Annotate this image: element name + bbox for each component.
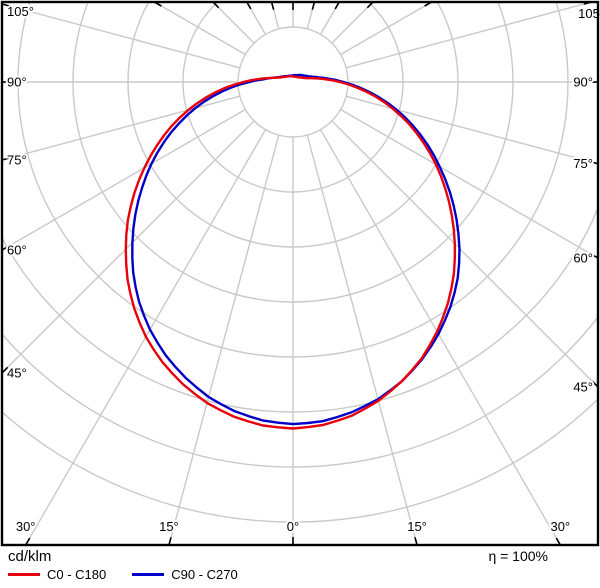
legend-label-c0-c180: C0 - C180 bbox=[47, 567, 107, 582]
svg-text:30°: 30° bbox=[16, 519, 36, 534]
footer-top-row: cd/klm η = 100% bbox=[8, 548, 592, 565]
chart-footer: cd/klm η = 100% C0 - C180 C90 - C270 bbox=[0, 547, 600, 588]
svg-text:105°: 105° bbox=[578, 6, 600, 21]
svg-text:75°: 75° bbox=[573, 156, 593, 171]
legend-label-c90-c270: C90 - C270 bbox=[171, 567, 238, 582]
svg-text:60°: 60° bbox=[7, 243, 27, 258]
unit-label: cd/klm bbox=[8, 548, 52, 565]
svg-text:45°: 45° bbox=[7, 366, 27, 381]
legend-line-blue bbox=[132, 573, 165, 576]
svg-text:105°: 105° bbox=[7, 4, 34, 19]
svg-text:90°: 90° bbox=[7, 75, 27, 90]
svg-text:75°: 75° bbox=[7, 152, 27, 167]
legend-item-c0-c180: C0 - C180 bbox=[8, 567, 106, 582]
legend-item-c90-c270: C90 - C270 bbox=[132, 567, 238, 582]
svg-text:30°: 30° bbox=[550, 519, 570, 534]
svg-text:15°: 15° bbox=[407, 519, 427, 534]
svg-text:0°: 0° bbox=[287, 519, 299, 534]
svg-text:15°: 15° bbox=[159, 519, 179, 534]
svg-text:60°: 60° bbox=[573, 251, 593, 266]
chart-legend: C0 - C180 C90 - C270 bbox=[8, 567, 592, 582]
svg-text:45°: 45° bbox=[573, 380, 593, 395]
polar-photometric-chart: 0° 15° 15° 30° 30° 45° 45° 60° 60° 75° 75° 90° 90° 10… bbox=[0, 0, 600, 547]
efficiency-label: η = 100% bbox=[488, 548, 548, 564]
legend-line-red bbox=[8, 573, 40, 576]
svg-text:90°: 90° bbox=[573, 75, 593, 90]
